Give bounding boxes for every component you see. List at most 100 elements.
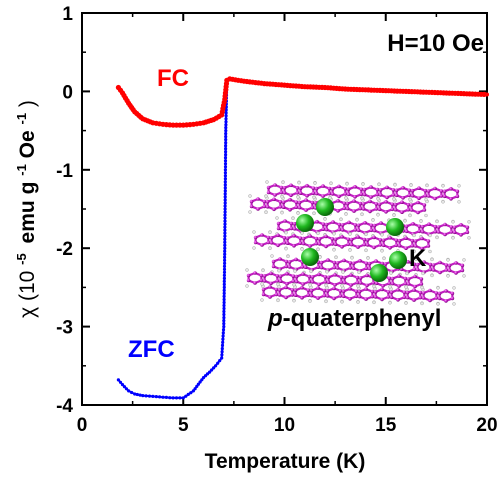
carbon-atom [321,194,325,198]
carbon-atom [292,227,297,231]
hydrogen-atom [323,217,327,221]
carbon-atom [417,229,422,234]
data-point-zfc [223,171,227,175]
carbon-atom [394,238,399,243]
data-point-zfc [222,297,226,302]
carbon-atom [352,199,356,203]
data-point-zfc [222,282,226,286]
carbon-atom [297,200,302,205]
carbon-atom [290,293,295,297]
hydrogen-atom [348,248,352,252]
carbon-atom [353,195,357,199]
carbon-atom [291,274,296,279]
hydrogen-atom [424,197,428,202]
data-point-zfc [223,222,227,226]
carbon-atom [465,225,470,230]
carbon-atom [268,295,272,299]
data-point-zfc [158,395,162,399]
carbon-atom [417,196,421,200]
carbon-atom [371,281,376,285]
carbon-atom [449,230,454,234]
carbon-atom [282,191,287,195]
carbon-atom [349,273,353,277]
carbon-atom [383,262,388,266]
carbon-atom [333,273,337,277]
fc-label: FC [157,65,189,92]
carbon-atom [301,272,305,276]
carbon-atom [289,226,294,231]
carbon-atom [266,235,271,240]
x-tick-label: 0 [77,415,88,436]
carbon-atom [304,198,308,202]
data-point-zfc [144,394,148,398]
data-point-zfc [222,309,226,314]
carbon-atom [274,287,279,292]
carbon-atom [377,207,382,212]
carbon-atom [420,246,424,251]
carbon-atom [412,288,416,292]
hydrogen-atom [371,218,375,222]
k-atom-label: K [409,245,427,272]
hydrogen-atom [428,233,432,238]
carbon-atom [394,193,399,198]
hydrogen-atom [268,246,272,251]
data-point-zfc [174,396,179,400]
hydrogen-atom [265,180,269,184]
carbon-atom [314,186,319,191]
potassium-atom [296,214,314,232]
carbon-atom [365,283,369,288]
data-point-zfc [118,380,123,384]
hydrogen-atom [392,213,396,217]
carbon-atom [292,243,296,248]
hydrogen-atom [340,284,344,288]
carbon-atom [348,297,352,301]
y-axis-title: χ (10 -5 emu g -1 Oe -1 ) [8,100,39,318]
carbon-atom [438,270,442,275]
carbon-atom [356,235,360,239]
carbon-atom [288,207,292,212]
data-point-zfc [224,144,228,148]
hydrogen-atom [430,257,434,262]
data-point-zfc [222,319,226,323]
field-annotation: H=10 Oe [387,30,484,57]
data-point-zfc [221,328,226,332]
carbon-atom [428,267,433,272]
data-point-zfc [210,368,214,372]
data-point-zfc [224,153,228,157]
hydrogen-atom [467,236,471,240]
data-point-zfc [223,183,227,187]
data-point-zfc [224,147,228,151]
carbon-atom [261,287,266,292]
carbon-atom [465,230,470,235]
hydrogen-atom [424,213,428,218]
data-point-zfc [223,201,227,205]
hydrogen-atom [312,195,316,200]
data-point-zfc [198,380,202,384]
carbon-atom [422,208,427,212]
carbon-atom [287,260,292,264]
hydrogen-atom [308,283,312,287]
data-point-zfc [223,231,227,235]
data-point-zfc [222,300,226,305]
carbon-atom [285,271,289,276]
data-point-zfc [223,225,227,229]
carbon-atom [401,186,405,190]
data-point-zfc [222,303,226,308]
carbon-atom [444,263,449,267]
carbon-atom [339,280,344,285]
carbon-atom [459,223,463,227]
carbon-atom [289,221,294,226]
carbon-atom [433,196,437,201]
carbon-atom [358,259,362,263]
carbon-atom [421,291,426,295]
y-axis-title-mid2: Oe [16,130,39,158]
hydrogen-atom [292,298,296,303]
carbon-atom [361,202,366,206]
potassium-atom [370,264,388,282]
carbon-atom [342,275,347,280]
carbon-atom [342,201,347,206]
hydrogen-atom [276,298,280,303]
carbon-atom [333,283,337,287]
potassium-atom [386,218,404,236]
